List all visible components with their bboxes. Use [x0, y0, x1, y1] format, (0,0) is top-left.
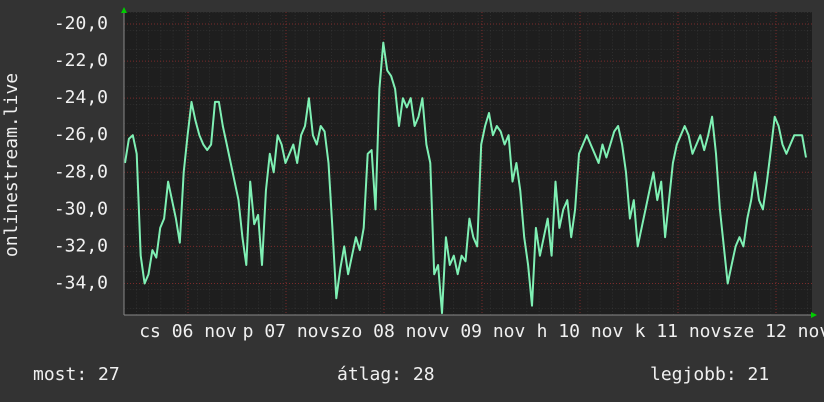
y-axis-label: onlinestream.live — [1, 73, 22, 257]
footer-stat: most: 27 — [33, 364, 120, 385]
x-tick-label: k 11 nov — [635, 321, 722, 342]
y-tick-label: -32,0 — [54, 235, 108, 256]
y-tick-label: -30,0 — [54, 198, 108, 219]
labels: -20,0 -22,0 -24,0 -26,0 -28,0 -30,0 -32,0 -34,0… — [33, 13, 824, 385]
y-tick-label: -20,0 — [54, 13, 108, 34]
x-tick-label: p 07 nov — [243, 321, 330, 342]
y-tick-label: -22,0 — [54, 50, 108, 71]
x-tick-label: szo 08 nov — [330, 321, 438, 342]
data-line — [124, 41, 807, 315]
y-tick-label: -26,0 — [54, 124, 108, 145]
x-tick-label: sze 12 nov — [722, 321, 824, 342]
y-tick-label: -24,0 — [54, 87, 108, 108]
footer-stat: átlag: 28 — [337, 364, 435, 385]
grid — [124, 12, 812, 315]
footer-stat: legjobb: 21 — [650, 364, 769, 385]
x-tick-label: h 10 nov — [537, 321, 624, 342]
x-arrow — [811, 312, 817, 318]
x-tick-label: v 09 nov — [439, 321, 526, 342]
y-tick-label: -28,0 — [54, 161, 108, 182]
x-tick-label: cs 06 nov — [139, 321, 237, 342]
y-arrow — [121, 7, 127, 13]
y-tick-label: -34,0 — [54, 272, 108, 293]
minor-grid — [124, 12, 812, 315]
marks — [124, 41, 807, 315]
